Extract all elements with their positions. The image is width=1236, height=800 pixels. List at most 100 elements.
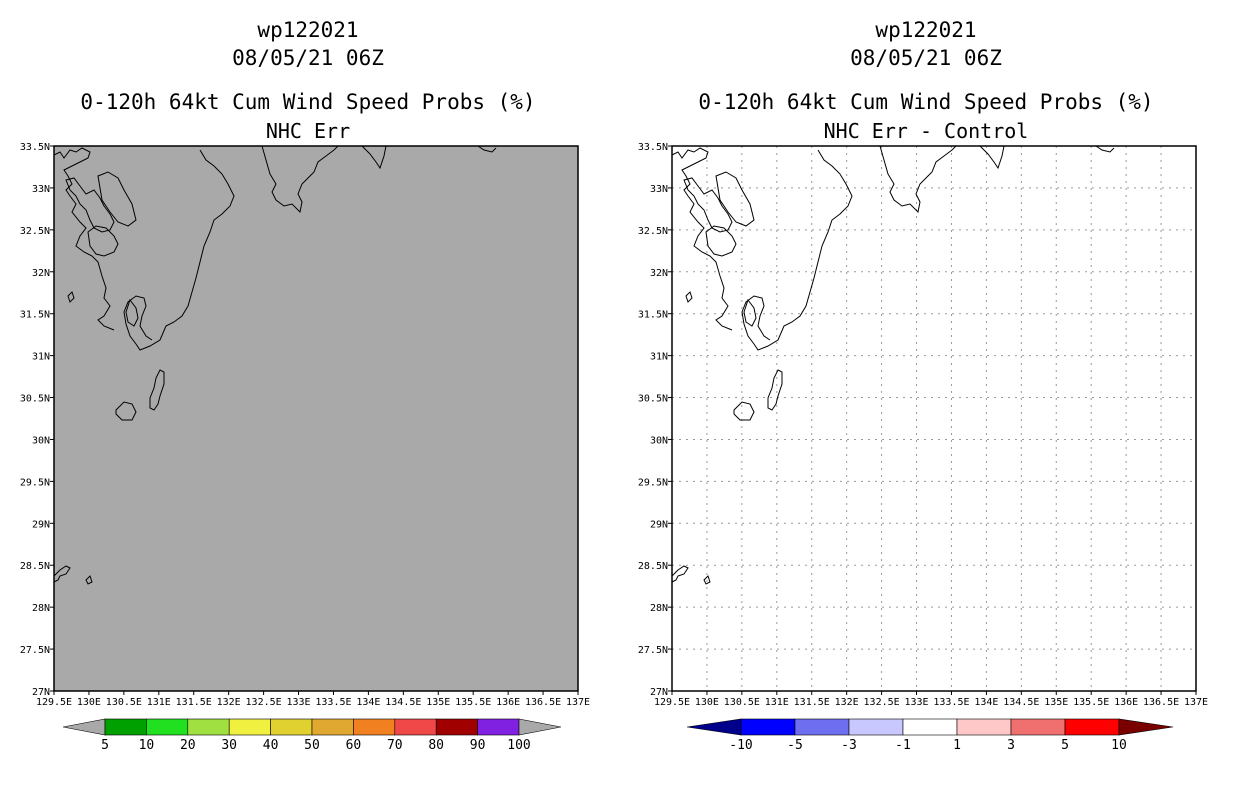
lon-tick-label: 132.5E — [246, 697, 282, 708]
lat-tick-label: 28N — [650, 603, 668, 614]
panel-left: wp122021 08/05/21 06Z 0-120h 64kt Cum Wi… — [20, 18, 590, 753]
lat-tick-label: 32.5N — [20, 226, 50, 237]
colorbar-swatch — [104, 718, 147, 736]
colorbar-label: -5 — [787, 738, 803, 753]
lat-tick-label: 31N — [650, 352, 668, 363]
latitude-axis: 27N 27.5N 28N 28.5N 29N 29.5N 30N 30.5N 31N 31.5N… — [20, 142, 54, 698]
latitude-axis: 27N 27.5N 28N 28.5N 29N 29.5N 30N 30.5N 31N 31.5N… — [638, 142, 672, 698]
colorbar-swatch — [1064, 718, 1120, 736]
colorbar-label: 20 — [180, 738, 196, 753]
lon-tick-label: 131E — [765, 697, 789, 708]
colorbar-label: 60 — [346, 738, 362, 753]
colorbar-swatch — [353, 718, 396, 736]
colorbar-label: 10 — [1111, 738, 1127, 753]
date-time-title: 08/05/21 06Z — [232, 46, 384, 70]
storm-id-title: wp122021 — [875, 18, 976, 42]
lon-tick-label: 134.5E — [385, 697, 421, 708]
lat-tick-label: 27N — [650, 687, 668, 698]
map-frame — [671, 145, 1197, 692]
lon-tick-label: 137E — [1184, 697, 1208, 708]
lat-tick-label: 29.5N — [638, 477, 668, 488]
lat-tick-label: 30N — [650, 435, 668, 446]
storm-id-title: wp122021 — [257, 18, 358, 42]
colorbar-swatch — [1010, 718, 1066, 736]
lat-tick-label: 29.5N — [20, 477, 50, 488]
lon-tick-label: 135E — [426, 697, 450, 708]
colorbar-swatch — [477, 718, 520, 736]
colorbar-under-triangle — [62, 718, 106, 736]
colorbar-under-triangle — [686, 718, 742, 736]
product-title: 0-120h 64kt Cum Wind Speed Probs (%) — [80, 90, 535, 114]
colorbar-swatch — [435, 718, 478, 736]
lon-tick-label: 135.5E — [455, 697, 491, 708]
lat-tick-label: 32.5N — [638, 226, 668, 237]
colorbar-swatch — [794, 718, 850, 736]
lon-tick-label: 130E — [77, 697, 101, 708]
colorbar-label: -3 — [841, 738, 857, 753]
lon-tick-label: 134.5E — [1003, 697, 1039, 708]
lon-tick-label: 134E — [356, 697, 380, 708]
lat-tick-label: 31.5N — [638, 310, 668, 321]
colorbar-label: 3 — [1007, 738, 1015, 753]
colorbar-swatch — [270, 718, 313, 736]
colorbar-label: -10 — [729, 738, 752, 753]
lat-tick-label: 29N — [32, 519, 50, 530]
colorbar-swatch — [740, 718, 796, 736]
colorbar-swatch — [956, 718, 1012, 736]
colorbar-label: 50 — [304, 738, 320, 753]
lat-tick-label: 30N — [32, 435, 50, 446]
lon-tick-label: 136.5E — [1143, 697, 1179, 708]
map-frame — [53, 145, 579, 692]
lon-tick-label: 137E — [566, 697, 590, 708]
lon-tick-label: 131.5E — [794, 697, 830, 708]
lon-tick-label: 136E — [1114, 697, 1138, 708]
colorbar-label: 100 — [507, 738, 530, 753]
longitude-axis: 129.5E 130E 130.5E 131E 131.5E 132E 132.5E 133E… — [36, 691, 590, 708]
lat-tick-label: 33N — [650, 184, 668, 195]
lat-tick-label: 30.5N — [20, 394, 50, 405]
lat-tick-label: 30.5N — [638, 394, 668, 405]
date-time-title: 08/05/21 06Z — [850, 46, 1002, 70]
lat-tick-label: 31.5N — [20, 310, 50, 321]
lat-tick-label: 28.5N — [20, 561, 50, 572]
product-title: 0-120h 64kt Cum Wind Speed Probs (%) — [698, 90, 1153, 114]
lon-tick-label: 130.5E — [724, 697, 760, 708]
lat-tick-label: 27N — [32, 687, 50, 698]
lat-tick-label: 32N — [32, 268, 50, 279]
colorbar-label: 5 — [101, 738, 109, 753]
panel-right: wp122021 08/05/21 06Z 0-120h 64kt Cum Wi… — [638, 18, 1208, 753]
lon-tick-label: 133E — [904, 697, 928, 708]
map-fill — [672, 146, 1196, 691]
lat-tick-label: 27.5N — [20, 645, 50, 656]
lon-tick-label: 132E — [835, 697, 859, 708]
lon-tick-label: 131.5E — [176, 697, 212, 708]
lat-tick-label: 33.5N — [20, 142, 50, 153]
lon-tick-label: 129.5E — [654, 697, 690, 708]
colorbar-label: 5 — [1061, 738, 1069, 753]
colorbar-swatch — [228, 718, 271, 736]
lon-tick-label: 136.5E — [525, 697, 561, 708]
lat-tick-label: 32N — [650, 268, 668, 279]
colorbar-swatch — [902, 718, 958, 736]
colorbar-swatch — [146, 718, 189, 736]
colorbar-swatch — [311, 718, 354, 736]
colorbar-label: 40 — [263, 738, 279, 753]
lon-tick-label: 133E — [286, 697, 310, 708]
colorbar-difference: -10 -5 -3 -1 1 3 5 10 — [686, 718, 1174, 753]
lon-tick-label: 136E — [496, 697, 520, 708]
lon-tick-label: 135E — [1044, 697, 1068, 708]
colorbar-swatch — [394, 718, 437, 736]
colorbar-label: 70 — [387, 738, 403, 753]
lon-tick-label: 131E — [147, 697, 171, 708]
lon-tick-label: 129.5E — [36, 697, 72, 708]
lon-tick-label: 133.5E — [315, 697, 351, 708]
colorbar-label: 10 — [139, 738, 155, 753]
lat-tick-label: 28.5N — [638, 561, 668, 572]
colorbar-probability: 5 10 20 30 40 50 60 70 80 90 100 — [62, 718, 562, 753]
lat-tick-label: 31N — [32, 352, 50, 363]
colorbar-swatch — [848, 718, 904, 736]
lon-tick-label: 130E — [695, 697, 719, 708]
lat-tick-label: 27.5N — [638, 645, 668, 656]
longitude-axis: 129.5E 130E 130.5E 131E 131.5E 132E 132.5E 133E… — [654, 691, 1208, 708]
